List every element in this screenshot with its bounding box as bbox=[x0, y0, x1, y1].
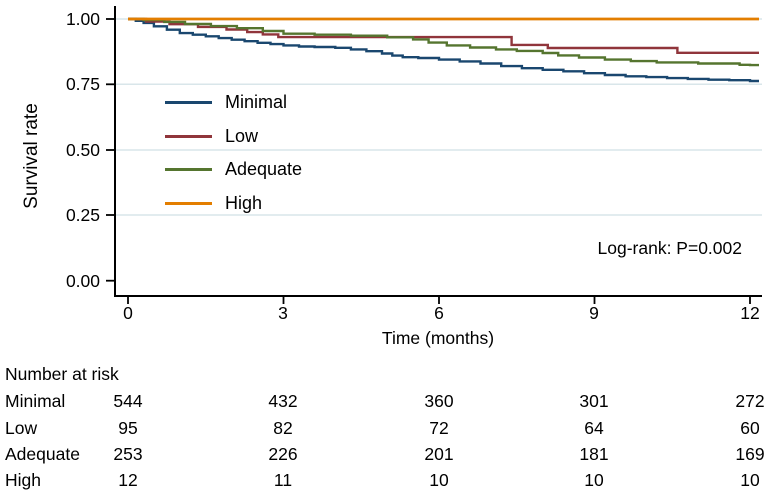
legend-line-adequate bbox=[165, 168, 212, 171]
legend-line-minimal bbox=[165, 101, 212, 104]
legend-line-low bbox=[165, 135, 212, 138]
x-tick-label-6: 6 bbox=[434, 303, 444, 323]
risk-value: 72 bbox=[429, 418, 449, 438]
y-tick-label-0.00: 0.00 bbox=[65, 271, 100, 291]
risk-value: 301 bbox=[579, 391, 609, 411]
risk-value: 201 bbox=[424, 444, 454, 464]
logrank-annotation: Log-rank: P=0.002 bbox=[597, 238, 742, 258]
risk-row-label-minimal: Minimal bbox=[5, 391, 66, 411]
y-tick-label-1.00: 1.00 bbox=[65, 9, 100, 29]
risk-value: 95 bbox=[118, 418, 138, 438]
risk-value: 272 bbox=[735, 391, 765, 411]
risk-value: 10 bbox=[584, 470, 604, 490]
legend-line-high bbox=[165, 202, 212, 205]
curve-minimal bbox=[128, 17, 759, 83]
risk-value: 10 bbox=[740, 470, 760, 490]
y-tick-label-0.50: 0.50 bbox=[65, 140, 100, 160]
risk-row-label-low: Low bbox=[5, 418, 38, 438]
risk-value: 432 bbox=[268, 391, 298, 411]
legend-label-high: High bbox=[225, 193, 263, 213]
risk-value: 360 bbox=[424, 391, 454, 411]
risk-value: 10 bbox=[429, 470, 449, 490]
y-tick-label-0.75: 0.75 bbox=[65, 74, 100, 94]
curve-adequate bbox=[128, 17, 759, 67]
risk-value: 253 bbox=[113, 444, 143, 464]
axes bbox=[114, 6, 762, 297]
x-tick-label-9: 9 bbox=[589, 303, 599, 323]
survival-curves bbox=[128, 17, 759, 83]
risk-row-label-high: High bbox=[5, 470, 41, 490]
curve-low bbox=[128, 17, 759, 54]
risk-value: 181 bbox=[579, 444, 609, 464]
risk-value: 226 bbox=[268, 444, 298, 464]
x-tick-label-12: 12 bbox=[740, 303, 760, 323]
risk-value: 64 bbox=[584, 418, 604, 438]
x-axis-ticks bbox=[127, 297, 751, 304]
legend-label-minimal: Minimal bbox=[225, 92, 288, 112]
x-axis-title: Time (months) bbox=[381, 328, 495, 348]
x-tick-label-0: 0 bbox=[123, 303, 133, 323]
risk-table-title: Number at risk bbox=[5, 364, 119, 384]
legend-label-low: Low bbox=[225, 126, 259, 146]
risk-value: 60 bbox=[740, 418, 760, 438]
y-axis-ticks bbox=[106, 18, 114, 282]
legend-label-adequate: Adequate bbox=[225, 159, 303, 179]
risk-value: 82 bbox=[273, 418, 293, 438]
y-tick-label-0.25: 0.25 bbox=[65, 205, 100, 225]
risk-value: 11 bbox=[273, 470, 293, 490]
risk-value: 169 bbox=[735, 444, 765, 464]
risk-value: 12 bbox=[118, 470, 138, 490]
risk-row-label-adequate: Adequate bbox=[5, 444, 80, 464]
risk-value: 544 bbox=[113, 391, 143, 411]
x-tick-label-3: 3 bbox=[278, 303, 288, 323]
